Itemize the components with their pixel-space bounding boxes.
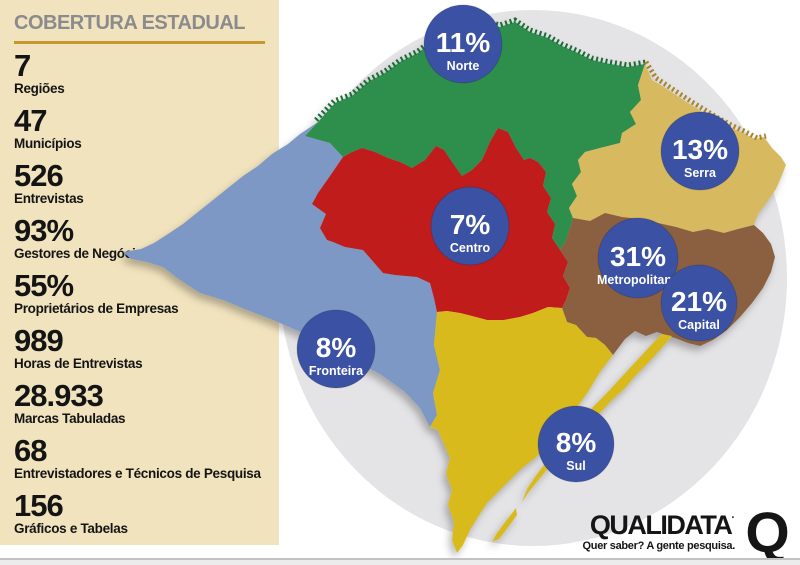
stat-value: 47 [14, 103, 47, 138]
region-sul [430, 307, 613, 553]
stat-label: Marcas Tabuladas [14, 411, 126, 426]
badge-metropolitana: 31% Metropolitana [597, 217, 680, 299]
badge-centro: 7% Centro [430, 186, 510, 266]
badge-circle [430, 186, 510, 266]
badge-region-name: Serra [684, 166, 717, 180]
stat-item: 93% Gestores de Negócios [14, 213, 265, 261]
stat-label: Gráficos e Tabelas [14, 521, 128, 536]
brand-row: QUALIDATA· [580, 512, 735, 539]
stat-label: Horas de Entrevistas [14, 356, 143, 371]
title-underline [14, 41, 265, 44]
stat-label: Entrevistas [14, 191, 84, 206]
badge-region-name: Metropolitana [597, 273, 680, 287]
stat-item: 68 Entrevistadores e Técnicos de Pesquis… [14, 433, 265, 481]
badge-percentage: 13% [672, 134, 728, 165]
stat-label: Municípios [14, 136, 82, 151]
badge-fronteira: 8% Fronteira [296, 309, 376, 389]
stat-value: 68 [14, 433, 47, 468]
badge-norte: 11% Norte [423, 4, 503, 84]
badge-circle [597, 217, 679, 299]
badge-circle [660, 264, 738, 342]
badge-region-name: Fronteira [309, 364, 364, 378]
bottom-divider-line [0, 558, 800, 560]
badge-circle [660, 111, 740, 191]
stat-label: Entrevistadores e Técnicos de Pesquisa [14, 466, 261, 481]
stat-value: 156 [14, 488, 64, 523]
region-sul-islet [492, 508, 517, 542]
stat-value: 989 [14, 323, 64, 358]
badge-region-name: Sul [566, 459, 585, 473]
region-sul-coastal-strip [522, 334, 672, 502]
ridge-serra [643, 60, 767, 141]
badge-circle [537, 405, 615, 483]
badge-sul: 8% Sul [537, 405, 615, 483]
bottom-strip [0, 560, 800, 565]
stat-item: 526 Entrevistas [14, 158, 265, 206]
stat-item: 55% Proprietários de Empresas [14, 268, 265, 316]
stat-value: 526 [14, 158, 64, 193]
stat-item: 28.933 Marcas Tabuladas [14, 378, 265, 426]
stats-list: 7 Regiões 47 Municípios 526 Entrevistas … [14, 48, 265, 536]
stat-value: 7 [14, 48, 31, 83]
badge-capital: 21% Capital [660, 264, 738, 342]
badge-region-name: Centro [450, 241, 491, 255]
badge-region-name: Norte [447, 59, 480, 73]
stat-item: 7 Regiões [14, 48, 265, 96]
badge-percentage: 31% [610, 241, 666, 272]
badge-percentage: 21% [671, 286, 727, 317]
badge-region-name: Capital [678, 318, 720, 332]
trademark-dot: · [731, 512, 735, 524]
stat-item: 156 Gráficos e Tabelas [14, 488, 265, 536]
brand-text: QUALIDATA [589, 510, 733, 540]
badge-percentage: 11% [436, 27, 491, 58]
badge-circle [423, 4, 503, 84]
stat-item: 47 Municípios [14, 103, 265, 151]
stat-label: Proprietários de Empresas [14, 301, 179, 316]
stat-value: 93% [14, 213, 74, 248]
panel-title: COBERTURA ESTADUAL [14, 12, 246, 34]
stat-item: 989 Horas de Entrevistas [14, 323, 265, 371]
badge-circle [296, 309, 376, 389]
badge-serra: 13% Serra [660, 111, 740, 191]
stat-label: Gestores de Negócios [14, 246, 151, 261]
badge-percentage: 8% [556, 427, 597, 458]
stat-label: Regiões [14, 81, 65, 96]
badge-percentage: 8% [316, 332, 357, 363]
brand-tagline: Quer saber? A gente pesquisa. [582, 540, 736, 552]
q-mark-icon: Q [745, 501, 790, 565]
stat-value: 55% [14, 268, 74, 303]
stat-value: 28.933 [14, 378, 104, 413]
ridge-norte [314, 17, 647, 122]
region-norte [305, 22, 645, 250]
badge-percentage: 7% [450, 209, 491, 240]
qualidata-logo: QUALIDATA· Quer saber? A gente pesquisa.… [580, 504, 795, 562]
